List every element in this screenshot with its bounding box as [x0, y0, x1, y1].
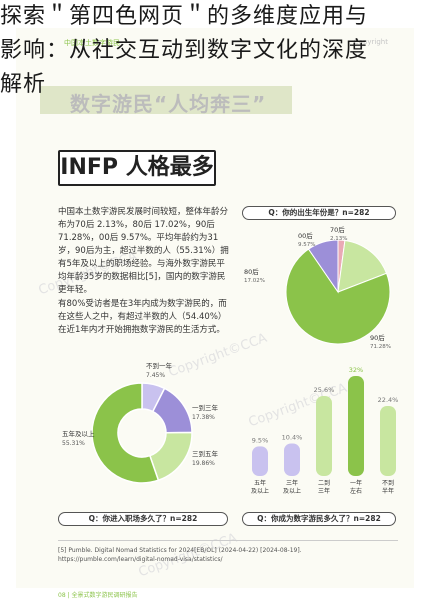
- bar-value-label: 22.4%: [378, 396, 399, 404]
- bar-value-label: 32%: [349, 366, 363, 374]
- donut-category-label: 三到五年: [192, 449, 219, 458]
- overlay-title-line-1: 探索＂第四色网页＂的多维度应用与: [0, 4, 369, 29]
- bar-category-label: 及以上: [251, 487, 269, 495]
- footnote: [5] Pumble. Digital Nomad Statistics for…: [58, 547, 302, 563]
- paragraph-nomad-duration: 有80%受访者是在3年内成为数字游民的，而在这些人之中，有超过半数的人（54.4…: [58, 299, 227, 335]
- pie-value-label: 17.02%: [244, 278, 265, 284]
- page-footer: 08 | 全景式数字游民调研报告: [58, 592, 138, 599]
- nomad-duration-bar-chart: 9.5%五年及以上10.4%三年及以上25.6%二到三年32%一年左右22.4%…: [251, 366, 399, 495]
- bar-category-label: 及以上: [283, 487, 301, 495]
- birth-year-pie-chart: 70后 2.13% 80后 17.02% 90后 71.28% 00后 9.57%: [244, 225, 391, 350]
- overlay-title: 探索＂第四色网页＂的多维度应用与 影响：从社交互动到数字文化的深度 解析: [0, 0, 423, 102]
- pie-value-label: 71.28%: [370, 344, 391, 350]
- donut-category-label: 一到三年: [192, 403, 219, 412]
- pie-category-label: 90后: [370, 333, 385, 342]
- bar-category-label: 三年: [286, 479, 298, 487]
- donut-slice-3: [91, 382, 160, 484]
- footnote-divider: [58, 540, 398, 541]
- bar-category-label: 一年: [350, 479, 362, 487]
- bar-0: [252, 446, 268, 476]
- pie-category-label: 80后: [244, 267, 259, 276]
- pie-value-label: 2.13%: [330, 236, 347, 242]
- donut-value-label: 19.86%: [192, 460, 215, 467]
- bar-category-label: 五年: [254, 479, 266, 487]
- bar-category-label: 三年: [318, 487, 330, 495]
- workplace-donut-chart: 不到一年 7.45% 一到三年 17.38% 三到五年 19.86% 五年及以上 55.31%: [62, 361, 219, 484]
- bar-value-label: 9.5%: [252, 436, 269, 444]
- paragraph-age: 中国本土数字游民发展时间较短，整体年龄分布为70后 2.13%，80后 17.0…: [58, 207, 229, 295]
- bar-4: [380, 406, 396, 476]
- donut-value-label: 17.38%: [192, 414, 215, 421]
- donut-category-label: 不到一年: [146, 361, 173, 370]
- overlay-title-line-3: 解析: [0, 72, 47, 97]
- pie-slice-2: [285, 248, 391, 345]
- bar-1: [284, 443, 300, 476]
- infp-heading: INFP 人格最多: [58, 150, 216, 186]
- donut-category-label: 五年及以上: [62, 429, 95, 438]
- subtitle-highlight: [40, 86, 292, 114]
- pie-slice-3: [307, 239, 339, 294]
- question-workplace-years: Q：你进入职场多久了？n=282: [58, 512, 228, 526]
- bar-value-label: 25.6%: [314, 386, 335, 394]
- header-left: 中国本土数字游民: [64, 39, 120, 47]
- overlay-title-line-2: 影响：从社交互动到数字文化的深度: [0, 38, 369, 63]
- donut-value-label: 7.45%: [146, 372, 165, 379]
- bar-category-label: 半年: [382, 487, 394, 495]
- pie-value-label: 9.57%: [298, 242, 315, 248]
- report-page: 中国本土数字游民 Copyright 数字游民“人均奔三” Copyright©…: [16, 28, 414, 599]
- bar-value-label: 10.4%: [282, 434, 303, 442]
- header-right: Copyright: [353, 38, 388, 46]
- pie-category-label: 70后: [330, 225, 345, 234]
- pie-category-label: 00后: [298, 231, 313, 240]
- donut-value-label: 55.31%: [62, 440, 85, 447]
- question-birth-year: Q：你的出生年份是？n=282: [242, 206, 396, 220]
- page-subtitle: 数字游民“人均奔三”: [70, 92, 267, 116]
- bar-category-label: 不到: [382, 480, 394, 487]
- bar-category-label: 左右: [350, 487, 362, 495]
- question-nomad-years: Q：你成为数字游民多久了？n=282: [242, 512, 396, 526]
- bar-category-label: 二到: [318, 480, 330, 487]
- pie-slice-1: [337, 239, 388, 293]
- bar-3: [348, 376, 364, 476]
- bar-2: [316, 396, 332, 476]
